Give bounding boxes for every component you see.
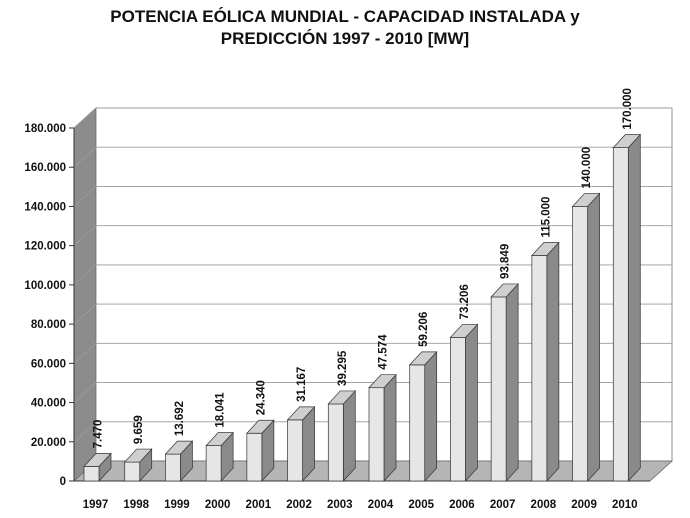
- bar-top: [368, 374, 397, 389]
- y-tick-label: 80.000: [31, 319, 66, 331]
- x-tick-label: 2008: [531, 499, 557, 511]
- x-tick-label: 2009: [571, 499, 597, 511]
- chart-title-line-2: PREDICCIÓN 1997 - 2010 [MW]: [220, 29, 470, 48]
- x-tick-label: 1998: [123, 499, 149, 511]
- data-label: 18.041: [215, 392, 227, 428]
- data-label: 13.692: [174, 401, 186, 436]
- bar-side: [383, 373, 397, 482]
- bar-top: [83, 453, 112, 467]
- chart-title: POTENCIA EÓLICA MUNDIAL - CAPACIDAD INST…: [0, 6, 690, 50]
- x-tick-label: 2005: [408, 499, 434, 511]
- y-tick-label: 40.000: [31, 398, 66, 410]
- bar: [327, 403, 344, 482]
- data-label: 59.206: [418, 312, 430, 347]
- bar-top: [205, 432, 234, 446]
- gridline: [73, 421, 672, 443]
- x-tick-label: 2000: [205, 499, 231, 511]
- x-tick-label: 2002: [286, 499, 312, 511]
- bar-top: [246, 419, 275, 434]
- gridline: [73, 146, 672, 168]
- bar-top: [612, 134, 642, 148]
- bar: [205, 445, 222, 482]
- y-tick-label: 160.000: [24, 162, 66, 174]
- bar: [612, 147, 629, 482]
- bar: [572, 206, 588, 482]
- bar-side: [424, 350, 438, 482]
- bar: [368, 387, 385, 482]
- data-label: 39.295: [337, 350, 349, 386]
- x-tick-label: 2003: [327, 499, 353, 511]
- x-tick-label: 2001: [246, 499, 272, 511]
- y-tick-label: 140.000: [24, 201, 66, 213]
- bar-top: [286, 406, 316, 421]
- bar-top: [327, 390, 357, 405]
- gridline: [73, 382, 672, 403]
- bar-top: [449, 324, 479, 338]
- data-label: 47.574: [378, 334, 390, 370]
- x-tick-label: 2004: [368, 499, 394, 511]
- x-tick-label: 1997: [83, 499, 109, 511]
- bar-top: [408, 351, 438, 366]
- data-label: 31.167: [296, 367, 308, 402]
- bar: [165, 453, 181, 482]
- gridline: [73, 342, 672, 364]
- data-label: 24.340: [255, 380, 267, 415]
- bar: [531, 255, 548, 482]
- y-tick-label: 20.000: [31, 437, 66, 449]
- y-tick-label: 0: [60, 476, 66, 488]
- y-tick-label: 100.000: [24, 280, 66, 292]
- gridline: [73, 107, 672, 129]
- y-tick-label: 120.000: [24, 241, 66, 253]
- data-label: 7.470: [93, 420, 105, 449]
- bar: [409, 364, 426, 482]
- x-tick-label: 2010: [612, 499, 638, 511]
- bar-top: [571, 193, 601, 207]
- chart-title-line-1: POTENCIA EÓLICA MUNDIAL - CAPACIDAD INST…: [110, 7, 580, 26]
- bar-top: [164, 440, 194, 455]
- x-tick-label: 1999: [164, 499, 190, 511]
- bar: [83, 466, 100, 482]
- gridline: [73, 264, 672, 286]
- bar: [287, 419, 303, 482]
- x-tick-label: 2007: [490, 499, 516, 511]
- gridline: [73, 303, 672, 325]
- data-label: 9.659: [133, 415, 145, 444]
- gridline: [73, 185, 672, 207]
- bar-side: [342, 390, 356, 482]
- y-tick-label: 180.000: [24, 123, 66, 135]
- bar: [246, 432, 263, 482]
- y-tick-label: 60.000: [31, 358, 66, 370]
- bar-top: [123, 448, 153, 463]
- bar-side: [627, 133, 641, 482]
- bar-side: [546, 241, 560, 482]
- bar-top: [490, 283, 519, 298]
- data-label: 170.000: [622, 88, 634, 130]
- x-tick-label: 2006: [449, 499, 475, 511]
- bar: [124, 461, 141, 482]
- data-label: 140.000: [581, 147, 593, 189]
- bar-top: [531, 242, 560, 256]
- bar-side: [505, 283, 519, 482]
- data-label: 93.849: [500, 244, 512, 279]
- bar-side: [587, 192, 600, 482]
- bar: [490, 296, 507, 482]
- data-label: 115.000: [540, 197, 552, 238]
- gridline: [73, 225, 672, 246]
- bar-side: [465, 323, 478, 482]
- data-label: 73.206: [459, 284, 471, 319]
- bar: [450, 337, 466, 482]
